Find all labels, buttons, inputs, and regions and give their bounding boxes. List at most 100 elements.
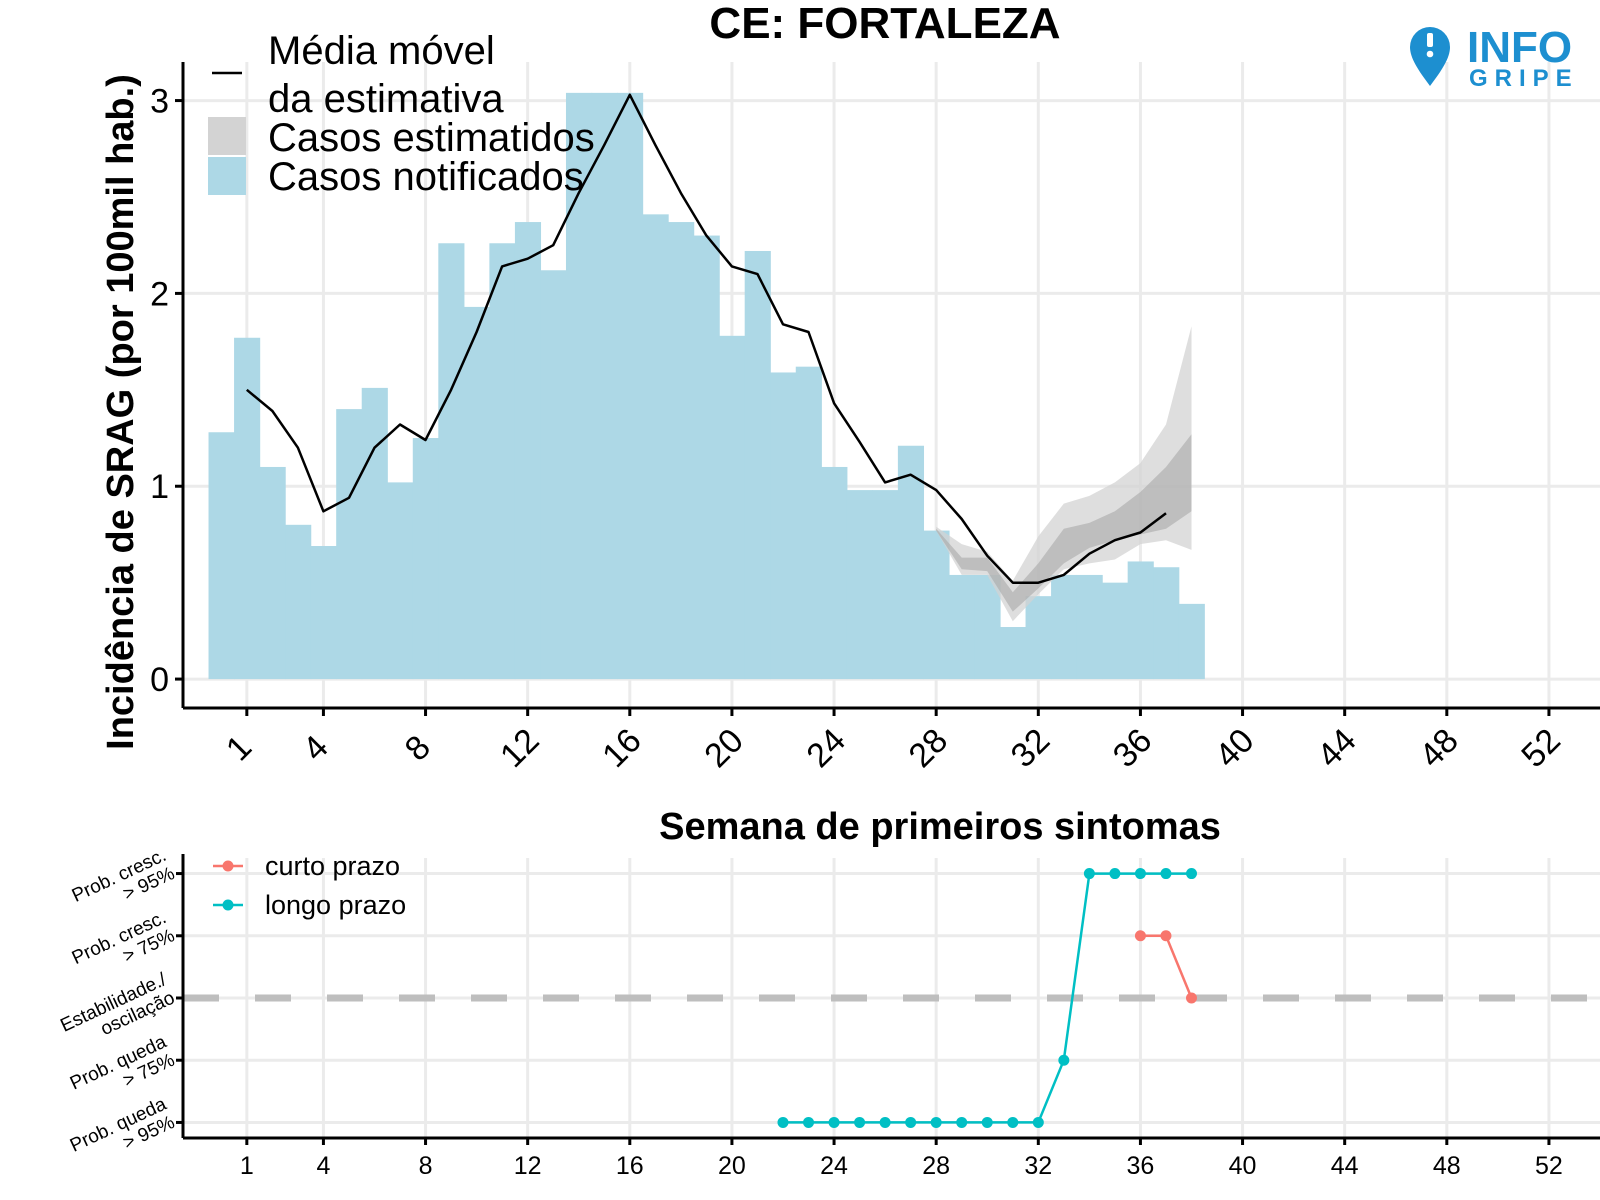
notified-bar (770, 372, 797, 680)
bottom-axes (181, 854, 1600, 1140)
top-y-tick-label: 3 (150, 83, 169, 121)
notified-bar (285, 524, 312, 680)
bottom-x-tick-label: 48 (1433, 1152, 1461, 1180)
top-x-tick-label: 4 (296, 728, 336, 768)
top-axes (181, 62, 1600, 710)
notified-bar (514, 222, 542, 680)
top-x-tick-label: 44 (1310, 721, 1364, 775)
notified-bar (208, 432, 235, 680)
logo-word-info: INFO (1467, 23, 1572, 72)
bottom-x-tick-label: 36 (1127, 1152, 1155, 1180)
notified-bar (1127, 561, 1154, 680)
top-x-tick-label: 48 (1412, 721, 1466, 775)
notified-bar (846, 490, 873, 680)
notified-bar (744, 250, 771, 680)
notified-bar (642, 214, 669, 680)
bottom-x-tick-label: 4 (316, 1152, 330, 1180)
notified-bar (310, 546, 337, 680)
bottom-x-tick-label: 28 (922, 1152, 950, 1180)
notified-bar (974, 574, 1001, 680)
bottom-x-tick-label: 8 (419, 1152, 433, 1180)
top-x-tick-label: 1 (219, 728, 259, 768)
long-term-point (879, 1116, 891, 1128)
notified-bar (872, 490, 899, 680)
notified-bar (923, 530, 950, 680)
top-y-tick-label: 2 (150, 275, 169, 313)
moving-average-line (246, 93, 1167, 584)
long-term-point (905, 1116, 917, 1128)
long-term-point (854, 1116, 866, 1128)
notified-bar (1153, 567, 1180, 680)
short-term-point (1160, 930, 1172, 942)
bottom-ticks: 1 4 8 12 16 20 24 28 32 36 40 44 48 52 (240, 1138, 1563, 1180)
legend-notified-label: Casos notificados (268, 155, 584, 199)
notified-bar (412, 438, 439, 680)
moving-average-path (246, 93, 1167, 584)
bottom-x-tick-label: 44 (1331, 1152, 1359, 1180)
trend-category-label: Prob. queda> 95% (67, 1094, 179, 1175)
long-term-point (828, 1116, 840, 1128)
notified-bar (1051, 574, 1078, 680)
bottom-x-tick-label: 1 (240, 1152, 254, 1180)
legend-estimate-label: Casos estimatidos (268, 116, 595, 160)
notified-bar (668, 222, 695, 680)
legend-long-term-key-dot (222, 899, 234, 911)
top-x-tick-label: 20 (697, 721, 751, 775)
estimate-band-inner (936, 434, 1192, 612)
top-y-tick-label: 1 (150, 468, 169, 506)
notified-bar (1000, 627, 1027, 680)
legend-long-term-label: longo prazo (265, 890, 406, 920)
notified-bar (234, 337, 261, 680)
long-term-point (1160, 868, 1172, 880)
notified-bar (361, 387, 388, 680)
long-term-point (956, 1116, 968, 1128)
legend-short-term-label: curto prazo (265, 851, 400, 881)
top-x-tick-label: 16 (595, 721, 649, 775)
long-term-point (777, 1116, 789, 1128)
short-term-point (1134, 930, 1146, 942)
short-term-point (1185, 992, 1197, 1004)
long-term-point (1109, 868, 1121, 880)
top-x-tick-label: 28 (902, 721, 956, 775)
bottom-grid (183, 858, 1600, 1138)
notified-bar (336, 409, 363, 680)
notified-bar (438, 243, 465, 680)
trend-lines (777, 868, 1197, 1128)
bottom-x-tick-label: 12 (514, 1152, 542, 1180)
notified-bar (387, 482, 414, 680)
top-legend: Média móvel da estimativa Casos estimati… (208, 29, 595, 199)
long-term-point (930, 1116, 942, 1128)
top-x-tick-label: 32 (1004, 721, 1058, 775)
notified-bars (208, 92, 1205, 680)
notified-bar (1178, 603, 1205, 680)
long-term-point (1083, 868, 1095, 880)
estimate-band (936, 326, 1192, 622)
bottom-legend: curto prazo longo prazo (213, 851, 406, 920)
notified-bar (719, 335, 746, 680)
long-term-point (981, 1116, 993, 1128)
legend-notified-key (208, 157, 246, 195)
bottom-x-tick-label: 16 (616, 1152, 644, 1180)
notified-bar (1102, 582, 1129, 680)
notified-bar (795, 366, 822, 680)
long-term-point (1185, 868, 1197, 880)
top-x-tick-label: 36 (1106, 721, 1160, 775)
notified-bar (591, 92, 618, 680)
bottom-x-tick-label: 24 (820, 1152, 848, 1180)
short-term-line (1140, 934, 1193, 999)
trend-category-labels: Prob. queda> 95%Prob. queda> 75%Estabili… (57, 845, 183, 1175)
top-x-tick-label: 12 (493, 721, 547, 775)
notified-bar (489, 243, 516, 680)
long-term-point (1134, 868, 1146, 880)
bottom-x-tick-label: 20 (718, 1152, 746, 1180)
estimate-band-outer (936, 326, 1192, 622)
chart-title: CE: FORTALEZA (709, 0, 1060, 48)
notified-bar (463, 306, 490, 680)
top-x-tick-label: 8 (398, 728, 438, 768)
long-term-point (1032, 1116, 1044, 1128)
legend-estimate-key (208, 117, 246, 155)
notified-bar (617, 92, 644, 680)
top-y-tick-label: 0 (150, 661, 169, 699)
notified-bar (1025, 596, 1052, 680)
